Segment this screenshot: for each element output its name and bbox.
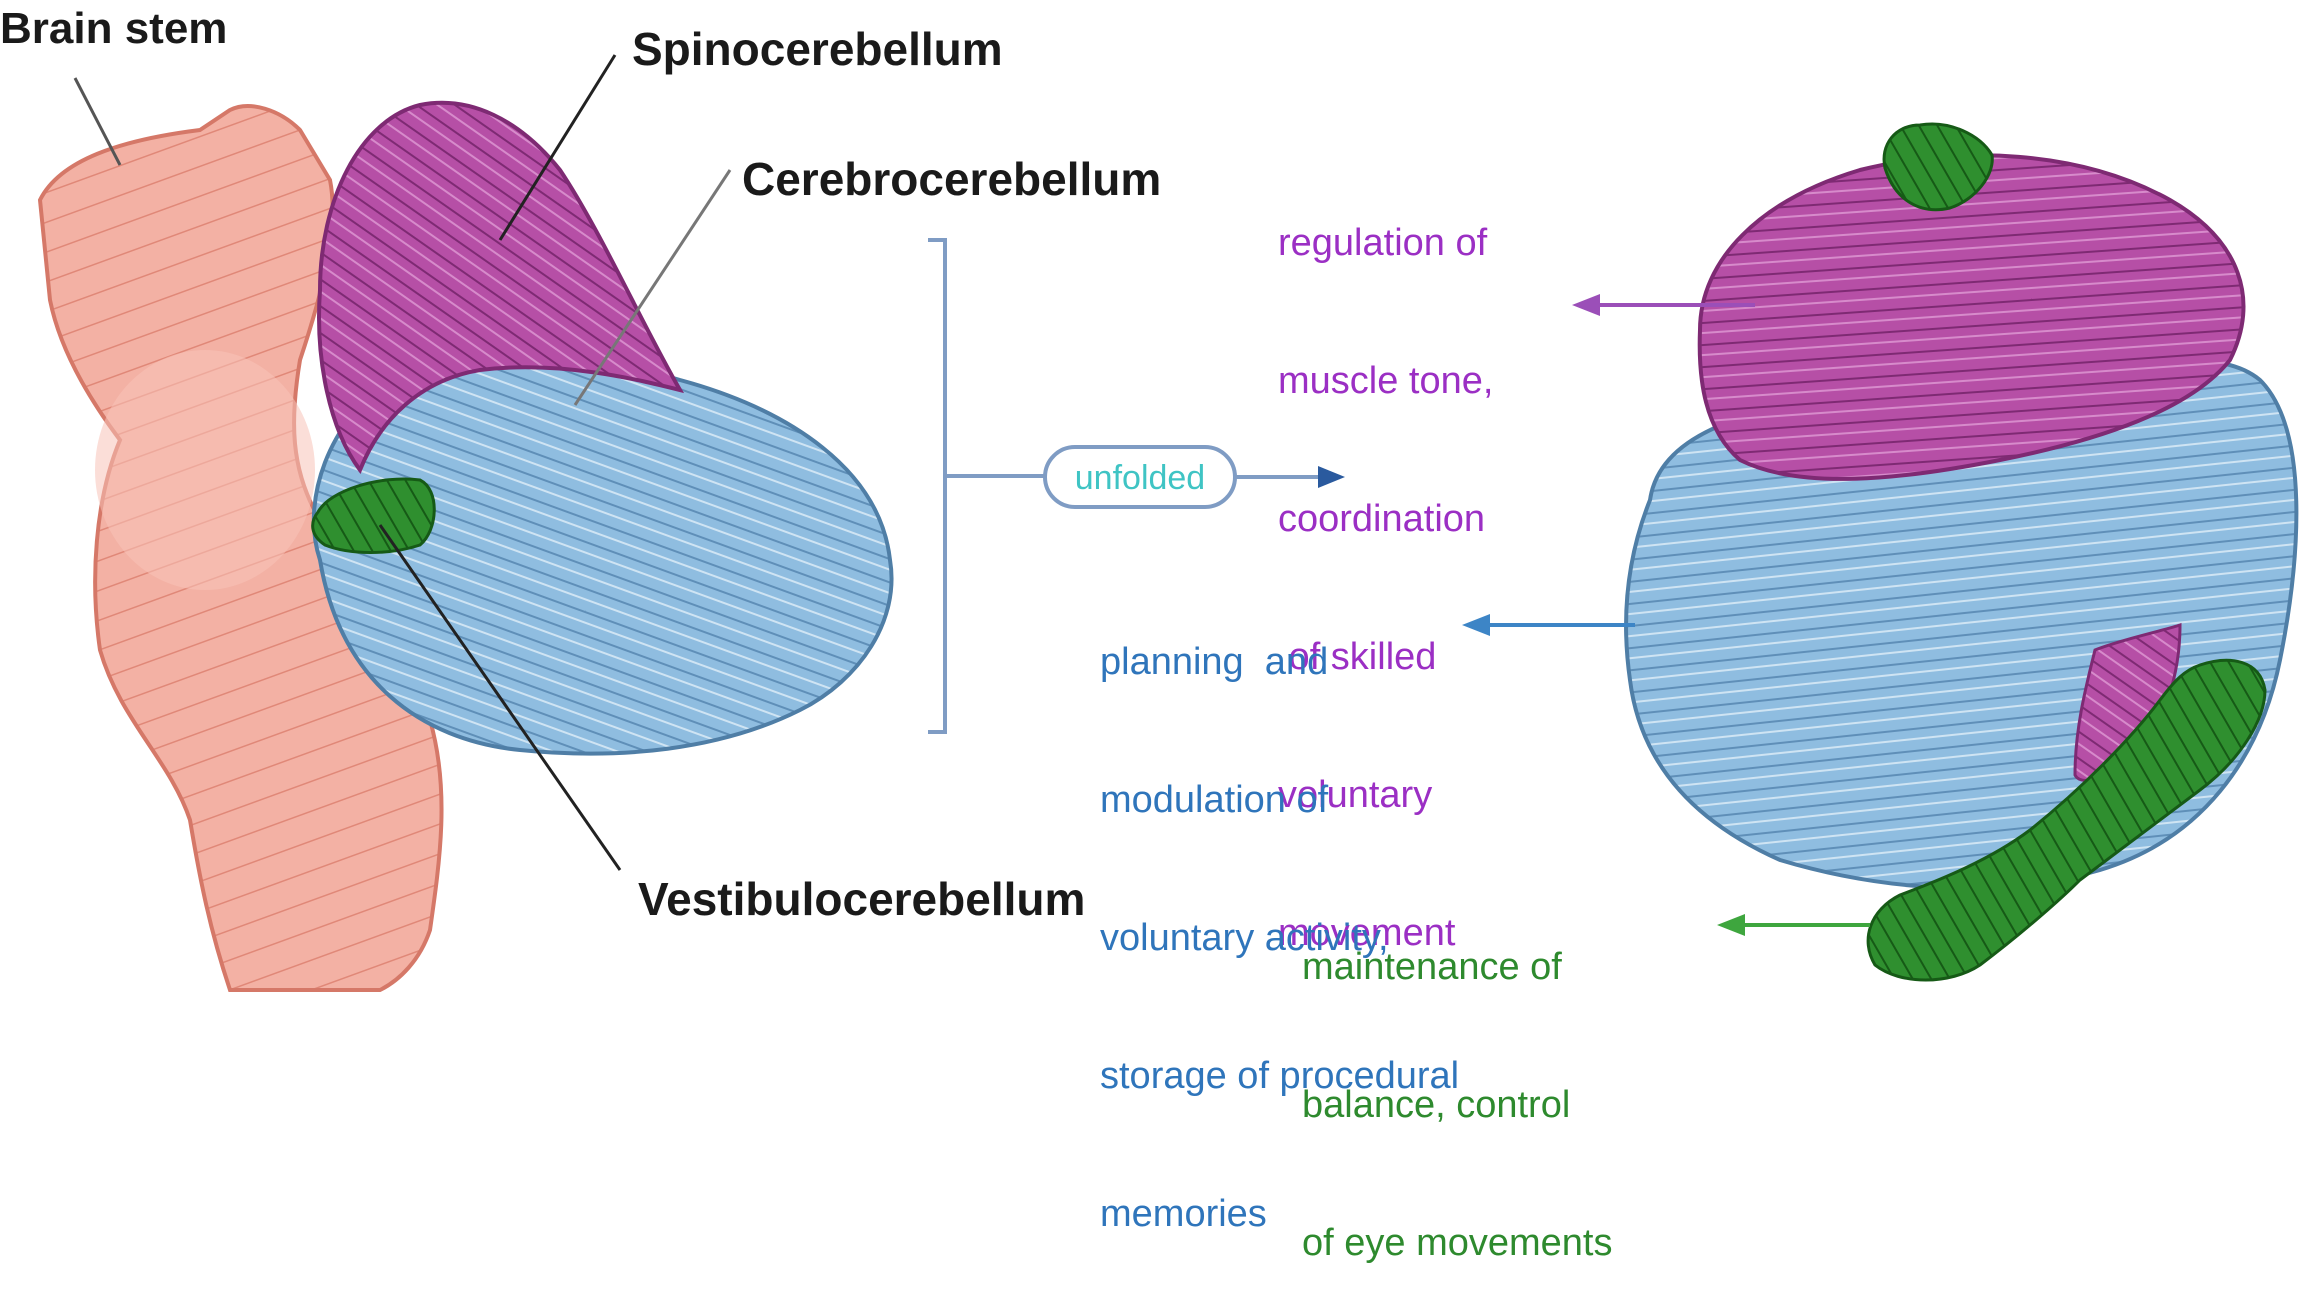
vestibulocerebellum-function-text: maintenance of balance, control of eye m… xyxy=(1302,852,1612,1312)
spino-line: coordination xyxy=(1278,498,1486,540)
spino-line: of skilled xyxy=(1278,636,1437,678)
spino-function-arrowhead xyxy=(1572,294,1600,316)
spinocerebellum-left xyxy=(317,100,685,475)
vestibulo-function-arrowhead xyxy=(1717,914,1745,936)
diagram-canvas: unfolded Brain stem Spinocerebellum Cere… xyxy=(0,4,2299,1264)
cerebro-function-arrowhead xyxy=(1462,614,1490,636)
vestibulo-line: maintenance of xyxy=(1302,946,1562,988)
unfolded-arrowhead xyxy=(1318,466,1345,488)
spinocerebellum-function-text: regulation of muscle tone, coordination … xyxy=(1278,128,1493,1002)
spino-line: regulation of xyxy=(1278,222,1488,264)
unfolded-label: unfolded xyxy=(1075,459,1205,497)
spino-line: muscle tone, xyxy=(1278,360,1494,402)
spinocerebellum-label: Spinocerebellum xyxy=(632,23,1003,75)
spinocerebellum-pointer xyxy=(498,54,617,241)
brain-stem-pointer xyxy=(73,77,122,166)
brain-stem-label: Brain stem xyxy=(0,4,228,53)
cerebrocerebellum-pointer xyxy=(573,169,732,406)
cerebro-line: modulation of xyxy=(1100,779,1329,821)
spino-line: voluntary xyxy=(1278,774,1433,816)
spino-line: movement xyxy=(1278,912,1456,954)
unfolded-cerebellum xyxy=(1624,122,2299,982)
vestibulocerebellum-left xyxy=(311,477,436,554)
brain-stem-illustration xyxy=(37,104,444,992)
cerebro-line: planning and xyxy=(1100,641,1329,683)
cerebrocerebellum-label: Cerebrocerebellum xyxy=(742,153,1162,205)
cerebellum-diagram: unfolded xyxy=(37,54,2299,992)
unfold-bracket xyxy=(928,238,1045,734)
vestibulocerebellum-pointer xyxy=(378,524,622,871)
vestibulocerebellum-label: Vestibulocerebellum xyxy=(638,873,1086,925)
vestibulo-line: balance, control xyxy=(1302,1084,1571,1126)
vestibulo-line: of eye movements xyxy=(1302,1222,1613,1264)
cerebro-line: voluntary activity, xyxy=(1100,917,1389,959)
